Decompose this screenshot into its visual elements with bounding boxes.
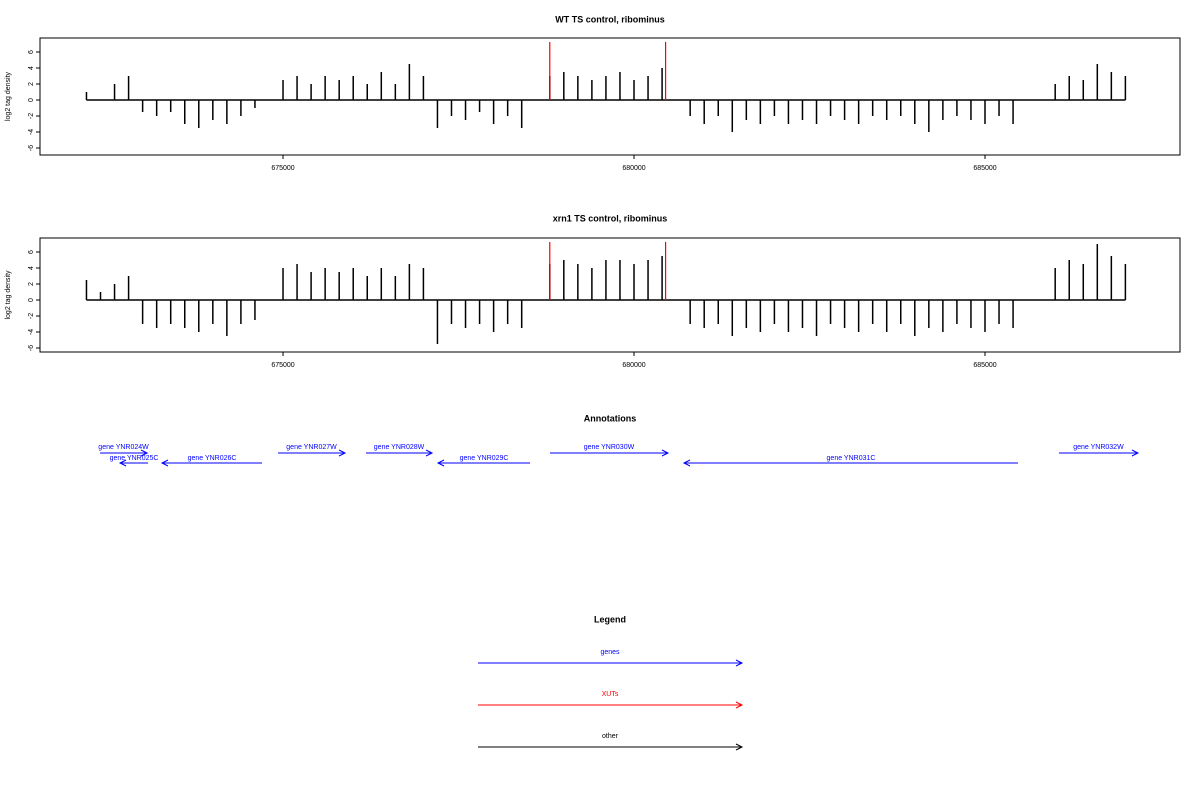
gene-arrowhead	[436, 459, 445, 467]
y-axis-label: log2 tag density	[5, 270, 12, 320]
gene-arrowhead	[338, 449, 347, 457]
y-tick-label: -2	[28, 313, 35, 319]
gene-label: gene YNR024W	[98, 444, 149, 451]
x-tick-label: 675000	[271, 362, 294, 369]
y-tick-label: -6	[28, 145, 35, 151]
plot-frame	[39, 37, 1181, 156]
legend-label: other	[602, 733, 619, 740]
plot-frame	[39, 237, 1181, 353]
legend-label: genes	[600, 649, 620, 656]
y-tick-label: -4	[28, 129, 35, 135]
chart-title: Annotations	[584, 413, 637, 423]
y-tick-label: 0	[28, 298, 35, 302]
legend-label: XUTs	[602, 691, 619, 698]
y-tick-label: 4	[28, 266, 35, 270]
legend-arrowhead	[735, 659, 744, 667]
y-tick-label: 4	[28, 66, 35, 70]
gene-label: gene YNR031C	[827, 455, 876, 462]
gene-label: gene YNR029C	[460, 455, 509, 462]
y-tick-label: -4	[28, 329, 35, 335]
gene-label: gene YNR032W	[1073, 444, 1124, 451]
legend-arrowhead	[735, 743, 744, 751]
chart-title: xrn1 TS control, ribominus	[553, 213, 668, 223]
gene-arrowhead	[140, 449, 149, 457]
y-tick-label: -2	[28, 113, 35, 119]
legend-arrowhead	[735, 701, 744, 709]
gene-label: gene YNR028W	[374, 444, 425, 451]
legend-title: Legend	[594, 614, 626, 624]
x-tick-label: 680000	[622, 165, 645, 172]
gene-arrowhead	[1131, 449, 1140, 457]
x-tick-label: 680000	[622, 362, 645, 369]
gene-label: gene YNR026C	[188, 455, 237, 462]
y-tick-label: 2	[28, 282, 35, 286]
gene-arrowhead	[661, 449, 670, 457]
y-tick-label: -6	[28, 345, 35, 351]
gene-label: gene YNR027W	[286, 444, 337, 451]
x-tick-label: 685000	[973, 362, 996, 369]
y-tick-label: 2	[28, 82, 35, 86]
gene-label: gene YNR030W	[584, 444, 635, 451]
gene-arrowhead	[682, 459, 691, 467]
gene-arrowhead	[160, 459, 169, 467]
y-tick-label: 0	[28, 98, 35, 102]
y-tick-label: 6	[28, 50, 35, 54]
x-tick-label: 675000	[271, 165, 294, 172]
gene-label: gene YNR025C	[110, 455, 159, 462]
y-axis-label: log2 tag density	[5, 71, 12, 121]
y-tick-label: 6	[28, 250, 35, 254]
x-tick-label: 685000	[973, 165, 996, 172]
gene-arrowhead	[118, 459, 127, 467]
gene-arrowhead	[425, 449, 434, 457]
chart-title: WT TS control, ribominus	[555, 14, 665, 24]
